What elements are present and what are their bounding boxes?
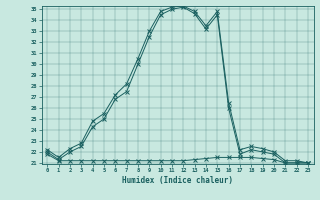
X-axis label: Humidex (Indice chaleur): Humidex (Indice chaleur) [122,176,233,185]
